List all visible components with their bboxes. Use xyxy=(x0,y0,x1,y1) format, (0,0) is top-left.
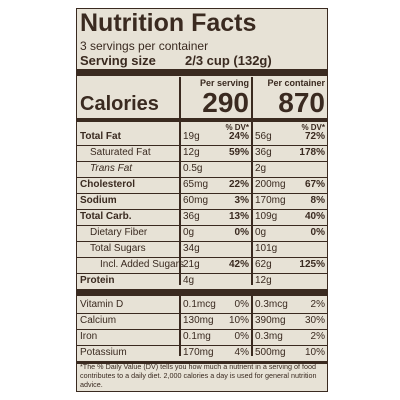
serving-amount: 21g xyxy=(183,259,200,270)
serving-dv: 24% xyxy=(228,131,249,142)
serving-dv: 0% xyxy=(234,227,249,238)
rule xyxy=(77,361,327,364)
rule xyxy=(77,209,327,210)
container-amount: 36g xyxy=(255,147,272,158)
container-amount: 200mg xyxy=(255,179,286,190)
nutrient-name: Incl. Added Sugars xyxy=(100,259,184,270)
container-dv: 178% xyxy=(299,147,325,158)
nutrient-name: Sodium xyxy=(80,195,117,206)
calories-serving: 290 xyxy=(202,87,249,118)
serving-size-value: 2/3 cup (132g) xyxy=(185,53,272,68)
container-dv: 125% xyxy=(299,259,325,270)
dv-header: % DV* xyxy=(301,123,325,132)
container-amount: 62g xyxy=(255,259,272,270)
per-serving-header: Per serving xyxy=(199,78,249,88)
nutrient-name: Dietary Fiber xyxy=(90,227,148,238)
thick-rule xyxy=(77,118,327,122)
container-amount: 0.3mg xyxy=(255,331,283,342)
serving-amount: 130mg xyxy=(183,315,214,326)
nutrient-name: Saturated Fat xyxy=(90,147,151,158)
serving-amount: 36g xyxy=(183,211,200,222)
rule xyxy=(77,257,327,258)
container-dv: 0% xyxy=(310,227,325,238)
container-amount: 170mg xyxy=(255,195,286,206)
container-dv: 2% xyxy=(310,299,325,310)
serving-dv: 59% xyxy=(228,147,249,158)
calories-label: Calories xyxy=(80,93,159,115)
container-dv: 72% xyxy=(304,131,325,142)
container-dv: 67% xyxy=(304,179,325,190)
container-amount: 390mg xyxy=(255,315,286,326)
rule xyxy=(77,313,327,314)
rule xyxy=(77,161,327,162)
calories-container: 870 xyxy=(278,87,325,118)
rule xyxy=(77,193,327,194)
rule xyxy=(77,345,327,346)
container-amount: 500mg xyxy=(255,347,286,358)
nutrient-name: Potassium xyxy=(80,347,127,358)
serving-amount: 19g xyxy=(183,131,200,142)
serving-amount: 0.1mcg xyxy=(183,299,216,310)
serving-amount: 60mg xyxy=(183,195,209,206)
nutrient-name: Calcium xyxy=(80,315,117,326)
container-amount: 0g xyxy=(255,227,267,238)
column-divider xyxy=(251,77,253,285)
footnote: *The % Daily Value (DV) tells you how mu… xyxy=(80,362,317,389)
rule xyxy=(77,329,327,330)
serving-dv: 0% xyxy=(234,299,249,310)
nutrient-name: Total Carb. xyxy=(80,211,132,222)
dv-header: % DV* xyxy=(225,123,249,132)
serving-amount: 170mg xyxy=(183,347,214,358)
column-divider xyxy=(251,292,253,356)
nutrient-name: Cholesterol xyxy=(80,179,136,190)
rule xyxy=(77,225,327,226)
thick-rule xyxy=(77,69,327,76)
nutrient-name: Trans Fat xyxy=(90,163,133,174)
nutrient-name: Iron xyxy=(80,331,98,342)
container-dv: 2% xyxy=(310,331,325,342)
container-dv: 30% xyxy=(304,315,325,326)
serving-amount: 4g xyxy=(183,275,195,286)
per-container-header: Per container xyxy=(267,78,325,88)
serving-amount: 0g xyxy=(183,227,195,238)
serving-amount: 65mg xyxy=(183,179,209,190)
serving-dv: 42% xyxy=(228,259,249,270)
nutrition-label: Nutrition Facts 3 servings per container… xyxy=(76,8,328,392)
container-amount: 0.3mcg xyxy=(255,299,288,310)
serving-dv: 22% xyxy=(228,179,249,190)
container-amount: 2g xyxy=(255,163,267,174)
rule xyxy=(77,241,327,242)
serving-dv: 10% xyxy=(228,315,249,326)
container-amount: 109g xyxy=(255,211,278,222)
column-divider xyxy=(179,77,181,285)
rule xyxy=(77,145,327,146)
servings: 3 servings per container xyxy=(80,39,209,53)
nutrient-name: Protein xyxy=(80,275,115,286)
serving-amount: 0.5g xyxy=(183,163,203,174)
serving-dv: 4% xyxy=(234,347,249,358)
container-amount: 56g xyxy=(255,131,272,142)
rule xyxy=(77,273,327,274)
serving-amount: 0.1mg xyxy=(183,331,211,342)
container-amount: 12g xyxy=(255,275,272,286)
rule xyxy=(77,289,327,296)
serving-size-label: Serving size xyxy=(80,53,156,68)
column-divider xyxy=(179,292,181,356)
serving-dv: 0% xyxy=(234,331,249,342)
container-dv: 8% xyxy=(310,195,325,206)
nutrient-name: Vitamin D xyxy=(80,299,124,310)
title: Nutrition Facts xyxy=(80,9,257,37)
rule xyxy=(77,177,327,178)
container-dv: 40% xyxy=(304,211,325,222)
container-amount: 101g xyxy=(255,243,278,254)
serving-dv: 3% xyxy=(234,195,249,206)
serving-amount: 34g xyxy=(183,243,200,254)
nutrient-name: Total Sugars xyxy=(90,243,146,254)
serving-dv: 13% xyxy=(228,211,249,222)
nutrient-name: Total Fat xyxy=(80,131,121,142)
container-dv: 10% xyxy=(304,347,325,358)
serving-amount: 12g xyxy=(183,147,200,158)
